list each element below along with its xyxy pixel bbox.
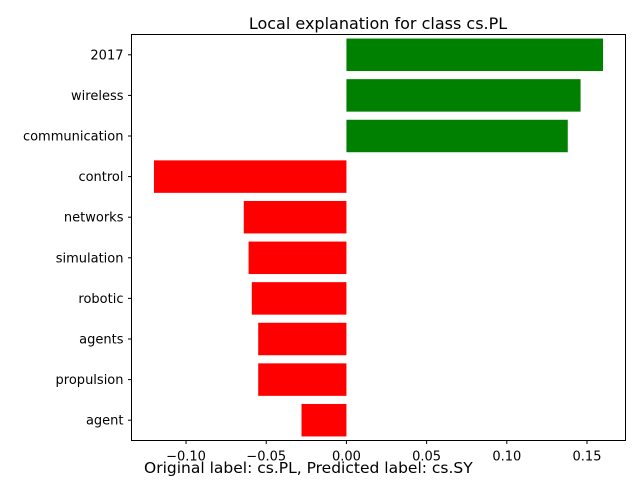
ytick-label-wireless: wireless bbox=[71, 89, 124, 104]
xtick-label: 0.05 bbox=[412, 450, 441, 465]
ytick-label-simulation: simulation bbox=[56, 251, 124, 266]
bar-agents bbox=[258, 322, 347, 356]
bar-propulsion bbox=[258, 363, 347, 396]
ytick-label-networks: networks bbox=[64, 211, 124, 226]
bar-networks bbox=[243, 200, 347, 234]
bar-robotic bbox=[251, 282, 347, 315]
bar-control bbox=[153, 160, 347, 193]
bar-agent bbox=[301, 403, 347, 437]
ytick-label-agents: agents bbox=[79, 333, 124, 348]
chart-title: Local explanation for class cs.PL bbox=[249, 14, 507, 33]
prediction-caption: Original label: cs.PL, Predicted label: … bbox=[144, 459, 473, 477]
ytick-label-2017: 2017 bbox=[90, 48, 123, 63]
xtick-label: −0.10 bbox=[166, 450, 206, 465]
ytick-label-control: control bbox=[78, 170, 123, 185]
ytick-label-robotic: robotic bbox=[78, 292, 123, 307]
bar-wireless bbox=[346, 79, 581, 112]
ytick-label-propulsion: propulsion bbox=[56, 373, 124, 388]
xtick-label: 0.10 bbox=[492, 450, 521, 465]
xtick-label: 0.15 bbox=[573, 450, 602, 465]
xtick-label: −0.05 bbox=[246, 450, 286, 465]
bar-simulation bbox=[248, 241, 347, 275]
xtick-label: 0.00 bbox=[332, 450, 361, 465]
bar-communication bbox=[346, 119, 568, 153]
ytick-label-communication: communication bbox=[23, 130, 124, 145]
plot-area-frame bbox=[131, 34, 626, 441]
bar-2017 bbox=[346, 38, 604, 72]
ytick-label-agent: agent bbox=[86, 414, 124, 429]
